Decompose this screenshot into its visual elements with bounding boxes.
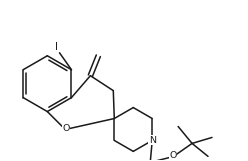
Text: O: O	[62, 124, 70, 133]
Text: I: I	[55, 42, 58, 52]
Text: O: O	[169, 151, 177, 160]
Text: N: N	[149, 136, 156, 145]
